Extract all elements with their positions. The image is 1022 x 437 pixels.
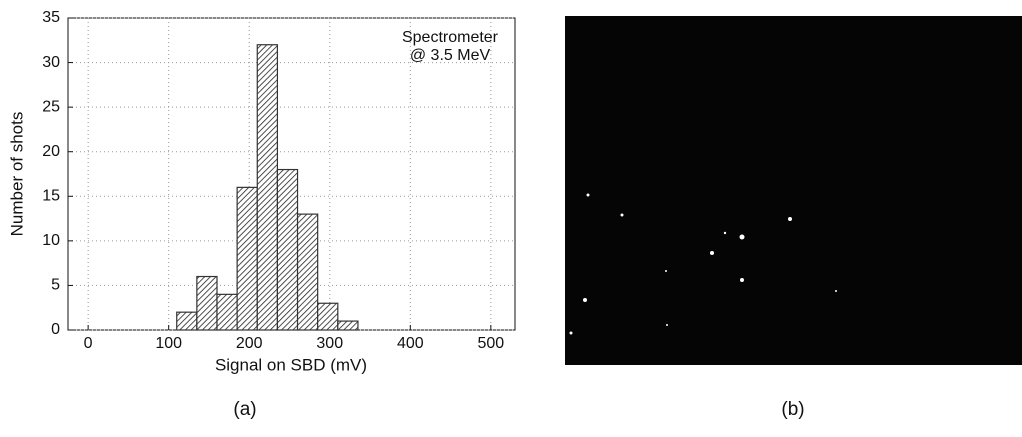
x-tick-label: 200 <box>236 335 263 352</box>
x-axis-label: Signal on SBD (mV) <box>215 355 367 374</box>
y-tick-label: 15 <box>42 188 60 205</box>
y-tick-label: 20 <box>42 143 60 160</box>
bar <box>318 303 338 330</box>
camera-image <box>565 16 1022 365</box>
annotation: Spectrometer <box>402 29 499 46</box>
bar <box>277 170 297 330</box>
bar <box>177 312 197 330</box>
x-tick-label: 500 <box>477 335 504 352</box>
y-tick-label: 35 <box>42 9 60 26</box>
annotation: @ 3.5 MeV <box>410 47 491 64</box>
x-tick-label: 100 <box>155 335 182 352</box>
x-tick-label: 300 <box>316 335 343 352</box>
y-tick-label: 30 <box>42 54 60 71</box>
x-tick-label: 400 <box>397 335 424 352</box>
bar <box>298 214 318 330</box>
bar <box>217 294 237 330</box>
page: Spectrometer @ 3.5 MeV Signal on SBD (mV… <box>0 0 1022 437</box>
panel-label: (b) <box>781 399 804 420</box>
y-axis-label: Number of shots <box>7 112 26 237</box>
bar <box>338 321 358 330</box>
figure: Spectrometer @ 3.5 MeV Signal on SBD (mV… <box>0 0 1022 437</box>
y-tick-label: 5 <box>51 277 60 294</box>
y-tick-label: 0 <box>51 321 60 338</box>
bar <box>257 45 277 330</box>
y-tick-label: 10 <box>42 232 60 249</box>
panel-label: (a) <box>233 399 256 420</box>
y-tick-label: 25 <box>42 98 60 115</box>
bar <box>197 277 217 330</box>
bar <box>237 187 257 330</box>
x-tick-label: 0 <box>84 335 93 352</box>
